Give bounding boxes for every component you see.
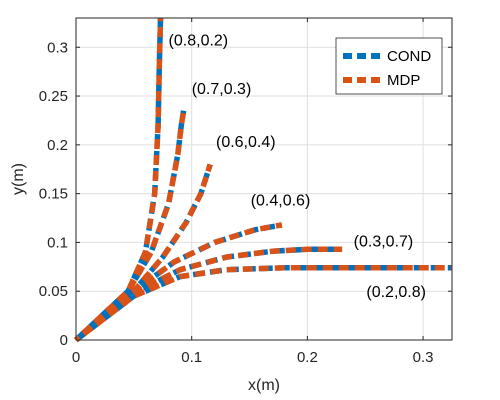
x-tick-label: 0.2 [297, 349, 318, 366]
curve-label: (0.2,0.8) [366, 284, 426, 301]
y-tick-label: 0.1 [47, 234, 68, 251]
series-cond-curve-2 [74, 110, 187, 343]
legend: COND MDP [335, 37, 443, 95]
series-mdp-curve-1 [74, 17, 164, 343]
curve-label: (0.4,0.6) [251, 192, 311, 209]
x-tick-label: 0.3 [413, 349, 434, 366]
y-tick-label: 0.25 [39, 88, 68, 105]
y-tick-label: 0.05 [39, 283, 68, 300]
x-tick-label: 0.1 [181, 349, 202, 366]
y-tick-label: 0.3 [47, 39, 68, 56]
legend-label-mdp: MDP [387, 72, 420, 89]
series-mdp-curve-6 [74, 265, 452, 343]
tick-labels: 0 0.1 0.2 0.3 0 0.05 0.1 0.15 0.2 0.25 0.3 [39, 39, 434, 366]
trajectory-curves [74, 17, 452, 343]
curve-label: (0.3,0.7) [354, 233, 414, 250]
plot-area-frame [75, 17, 453, 341]
curve-label: (0.8,0.2) [169, 32, 229, 49]
curve-label: (0.7,0.3) [192, 81, 252, 98]
y-tick-label: 0.15 [39, 186, 68, 203]
y-axis-label: y(m) [10, 163, 27, 195]
series-mdp-curve-5 [74, 246, 343, 343]
axis-ticks [75, 18, 452, 341]
legend-box [335, 37, 443, 95]
y-tick-label: 0 [60, 332, 68, 349]
curve-annotations: (0.8,0.2) (0.7,0.3) (0.6,0.4) (0.4,0.6) (0.3… [169, 32, 426, 301]
x-axis-label: x(m) [248, 377, 280, 394]
y-tick-label: 0.2 [47, 137, 68, 154]
x-tick-label: 0 [72, 349, 80, 366]
legend-label-cond: COND [387, 48, 431, 65]
curve-label: (0.6,0.4) [216, 134, 276, 151]
